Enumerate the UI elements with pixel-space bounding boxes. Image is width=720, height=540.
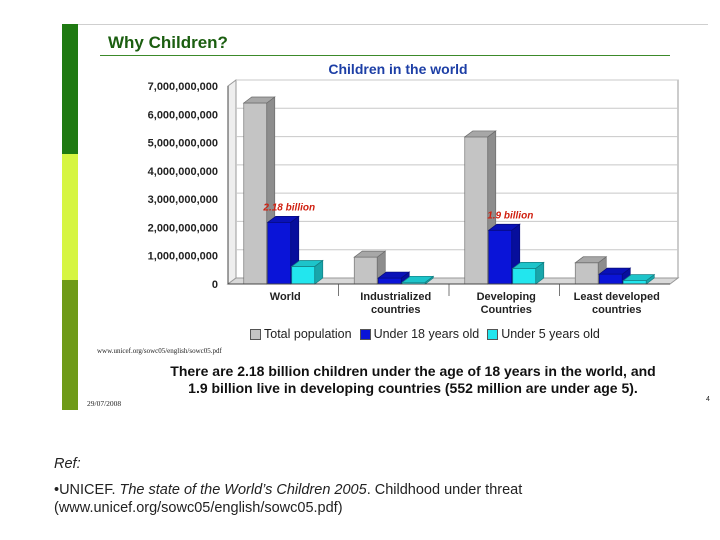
slide-caption: There are 2.18 billion children under th… xyxy=(118,363,708,397)
bar-total-front xyxy=(464,136,489,285)
bar-total-front xyxy=(574,262,599,285)
slide-top-border xyxy=(78,24,708,25)
y-tick-label: 5,000,000,000 xyxy=(148,138,218,150)
bar-total-front xyxy=(243,102,268,285)
reference-label: Ref: xyxy=(54,456,81,472)
y-tick-label: 0 xyxy=(212,279,218,291)
slide-date: 29/07/2008 xyxy=(87,399,122,408)
bar-under18-top xyxy=(377,271,411,279)
reference-block: Ref: •UNICEF. The state of the World’s C… xyxy=(54,455,694,517)
x-category-label: Countries xyxy=(481,304,532,316)
accent-strip-lime xyxy=(62,154,78,280)
chart-back-wall xyxy=(235,79,679,279)
reference-citation: •UNICEF. The state of the World’s Childr… xyxy=(54,481,694,499)
x-category-label: countries xyxy=(592,304,642,316)
bar-total-top xyxy=(353,250,387,258)
x-category-label: Developing xyxy=(477,291,536,303)
source-url: www.unicef.org/sowc05/english/sowc05.pdf xyxy=(97,347,222,355)
legend-swatch-total xyxy=(250,328,261,340)
bar-under5-front xyxy=(291,266,316,285)
y-tick-label: 3,000,000,000 xyxy=(148,194,218,206)
bar-under18-front xyxy=(267,221,292,285)
annotation-label: 1.9 billion xyxy=(487,210,533,221)
bar-under18-top xyxy=(598,267,632,275)
reference-subtitle: . Childhood under threat xyxy=(366,482,523,498)
bar-total-top xyxy=(463,130,497,138)
y-tick-label: 1,000,000,000 xyxy=(148,251,218,263)
legend-item-total: Total population xyxy=(250,327,352,341)
bar-under5-top xyxy=(290,260,324,267)
accent-strip-dark-green xyxy=(62,24,78,154)
bar-under5-top xyxy=(622,274,656,281)
x-category-label: countries xyxy=(371,304,421,316)
reference-url: (www.unicef.org/sowc05/english/sowc05.pd… xyxy=(54,500,343,516)
x-category-label: Least developed xyxy=(574,291,660,303)
legend-label-under18: Under 18 years old xyxy=(373,327,480,341)
legend-label-total: Total population xyxy=(264,327,352,341)
reference-author: •UNICEF. xyxy=(54,482,120,498)
x-category-label: Industrialized xyxy=(360,291,431,303)
title-underline xyxy=(100,55,670,56)
bar-under18-top xyxy=(487,223,521,231)
y-tick-label: 4,000,000,000 xyxy=(148,166,218,178)
bar-under5-top xyxy=(511,262,545,269)
bar-under18-front xyxy=(488,229,513,285)
chart-title: Children in the world xyxy=(328,61,468,77)
bar-under5-front xyxy=(512,268,537,285)
bar-under5-front xyxy=(622,280,647,285)
bar-under18-front xyxy=(598,273,623,285)
slide-title: Why Children? xyxy=(108,33,228,52)
chart-legend: Total population Under 18 years old Unde… xyxy=(250,327,600,341)
reference-work-title: The state of the World’s Children 2005 xyxy=(119,482,367,498)
accent-strip-olive xyxy=(62,280,78,410)
bar-total-top xyxy=(574,256,608,264)
bar-under18-top xyxy=(266,215,300,223)
caption-line-2: 1.9 billion live in developing countries… xyxy=(188,380,638,396)
x-category-label: World xyxy=(270,291,301,303)
y-tick-label: 6,000,000,000 xyxy=(148,109,218,121)
legend-item-under18: Under 18 years old xyxy=(359,327,480,341)
bar-total-top xyxy=(242,96,276,104)
page-number: 4 xyxy=(706,396,710,403)
y-tick-label: 2,000,000,000 xyxy=(148,222,218,234)
y-tick-label: 7,000,000,000 xyxy=(148,81,218,93)
legend-item-under5: Under 5 years old xyxy=(487,327,600,341)
annotation-label: 2.18 billion xyxy=(262,202,315,213)
bar-total-front xyxy=(353,256,378,285)
legend-swatch-under18 xyxy=(359,328,371,340)
bar-chart: 0 1,000,000,000 2,000,000,000 3,000,000,000… xyxy=(148,79,680,316)
bar-under18-front xyxy=(377,277,402,285)
legend-label-under5: Under 5 years old xyxy=(501,327,600,341)
bar-under5-top xyxy=(401,275,435,283)
legend-swatch-under5 xyxy=(487,328,499,340)
chart-side-wall xyxy=(227,79,237,285)
caption-line-1: There are 2.18 billion children under th… xyxy=(170,363,656,379)
